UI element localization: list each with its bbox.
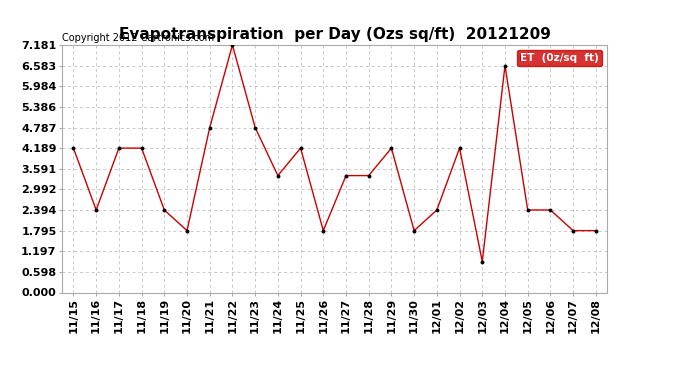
Point (477, 259, 488, 265)
Point (250, 124, 261, 130)
Point (113, 145, 124, 151)
Point (181, 228, 193, 234)
Point (318, 228, 329, 234)
Point (340, 172, 351, 178)
Point (204, 124, 215, 130)
Point (454, 145, 465, 151)
Point (591, 228, 602, 234)
Point (522, 207, 533, 213)
Point (500, 63, 511, 69)
Point (431, 207, 442, 213)
Point (545, 207, 556, 213)
Point (363, 172, 374, 178)
Legend: ET  (0z/sq  ft): ET (0z/sq ft) (517, 50, 602, 66)
Point (386, 145, 397, 151)
Text: Copyright 2012 Cartronics.com: Copyright 2012 Cartronics.com (62, 33, 214, 42)
Point (159, 207, 170, 213)
Point (295, 145, 306, 151)
Point (136, 145, 147, 151)
Title: Evapotranspiration  per Day (Ozs sq/ft)  20121209: Evapotranspiration per Day (Ozs sq/ft) 2… (119, 27, 551, 42)
Point (273, 172, 284, 178)
Point (227, 42, 238, 48)
Point (568, 228, 579, 234)
Point (68, 145, 79, 151)
Point (90, 207, 101, 213)
Point (408, 228, 420, 234)
